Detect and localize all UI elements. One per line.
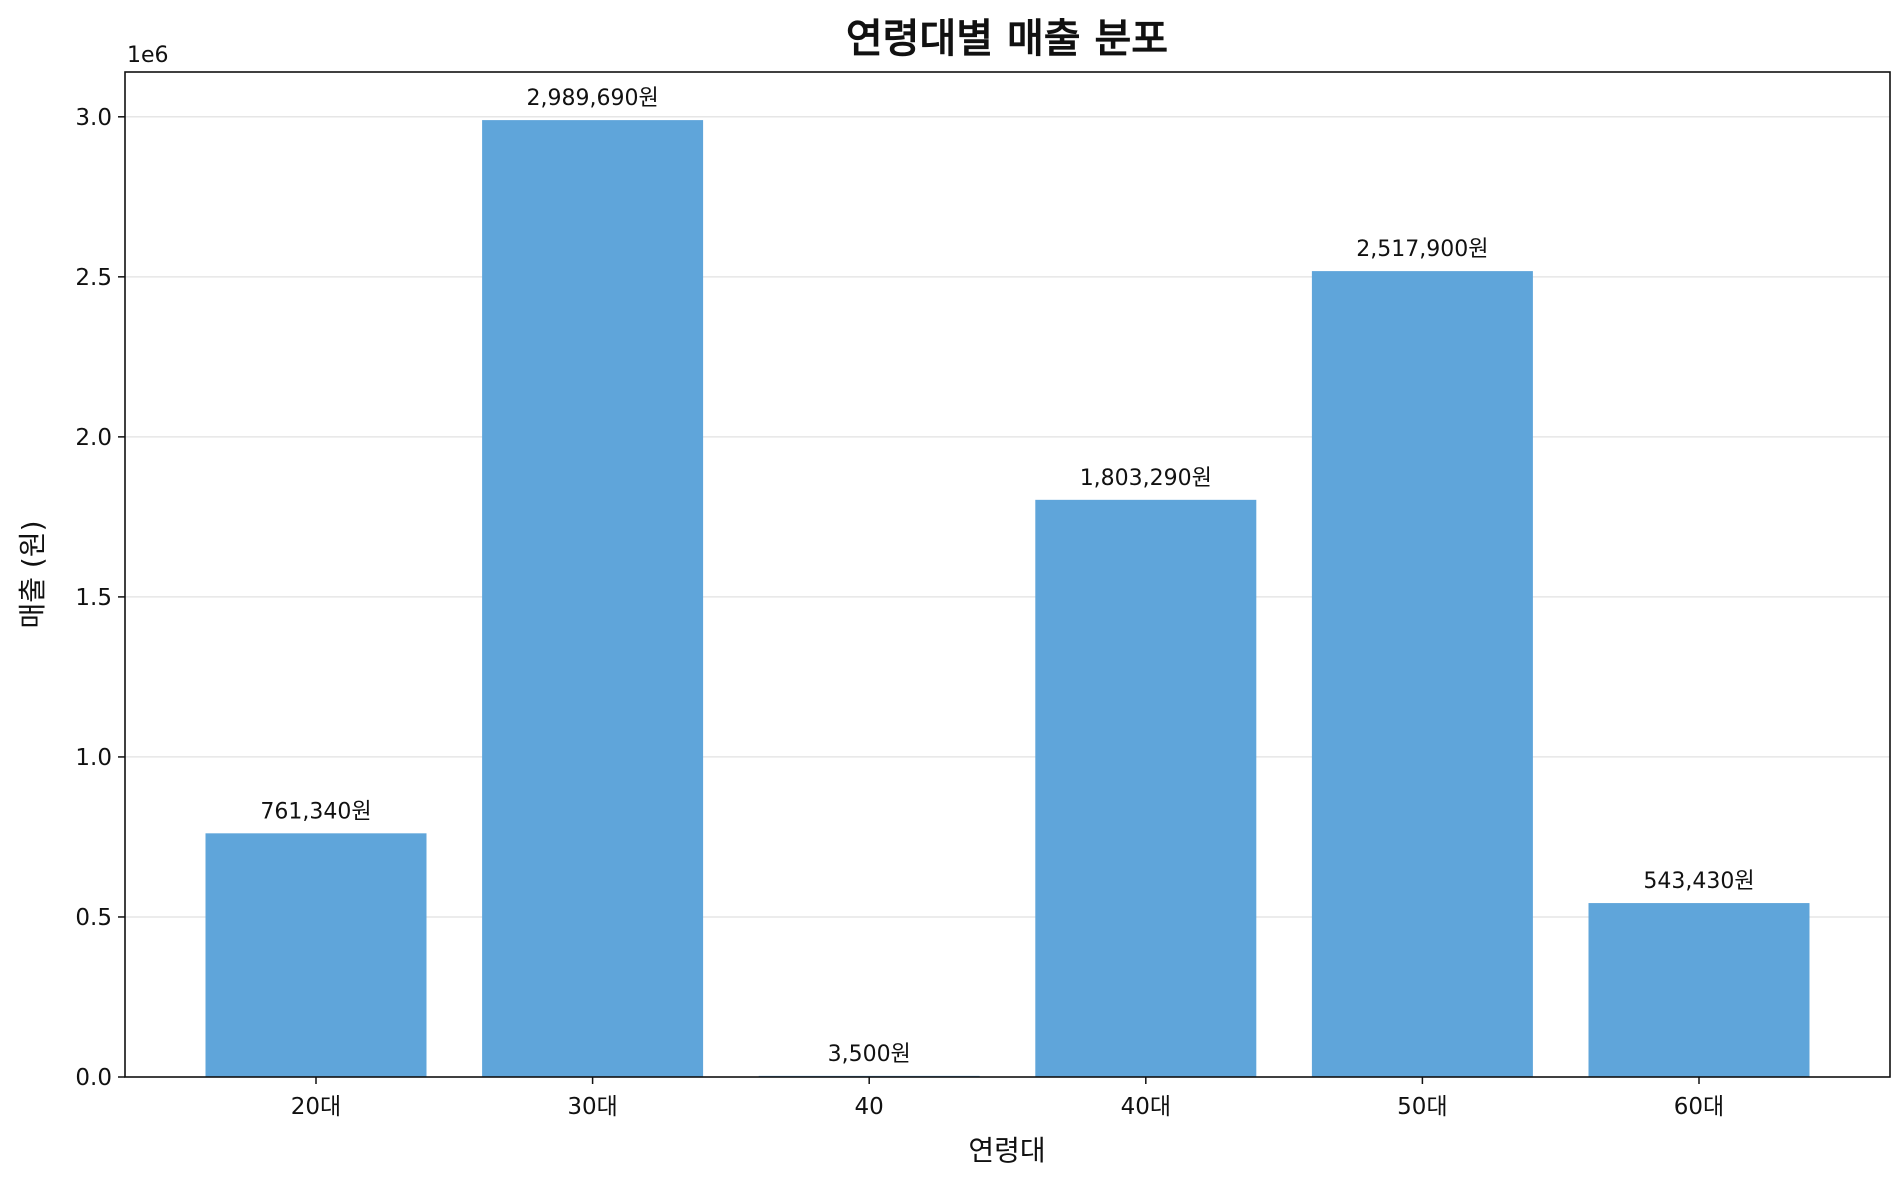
chart-title: 연령대별 매출 분포 xyxy=(846,16,1168,62)
y-tick-label: 1.5 xyxy=(75,585,112,611)
bar xyxy=(1035,499,1257,1077)
bar-value-label: 761,340원 xyxy=(260,799,371,824)
bar-value-label: 3,500원 xyxy=(828,1042,911,1067)
y-tick-label: 0.5 xyxy=(75,905,112,931)
bar-value-label: 2,517,900원 xyxy=(1356,237,1488,262)
bar xyxy=(482,120,704,1078)
data-labels: 761,340원 2,989,690원 3,500원 1,803,290원 2,517,… xyxy=(260,86,1754,1067)
y-tick-label: 0.0 xyxy=(75,1065,112,1091)
bar xyxy=(1311,271,1533,1077)
x-tick-label: 20대 xyxy=(291,1094,341,1120)
y-tick-label: 1.0 xyxy=(75,745,112,771)
x-axis-label: 연령대 xyxy=(968,1134,1045,1167)
y-axis-label: 매출 (원) xyxy=(16,520,49,628)
bar-value-label: 1,803,290원 xyxy=(1080,466,1212,491)
x-tick-label: 60대 xyxy=(1674,1094,1724,1120)
bar xyxy=(205,833,427,1077)
y-tick-label: 2.5 xyxy=(75,265,112,291)
x-tick-label: 30대 xyxy=(567,1094,617,1120)
x-tick-label: 40 xyxy=(855,1094,884,1120)
bar-value-label: 543,430원 xyxy=(1643,869,1754,894)
y-tick-label: 2.0 xyxy=(75,425,112,451)
x-tick-label: 50대 xyxy=(1397,1094,1447,1120)
x-axis-ticks: 20대 30대 40 40대 50대 60대 xyxy=(291,1077,1724,1120)
y-tick-label: 3.0 xyxy=(75,105,112,131)
y-axis-ticks: 0.0 0.5 1.0 1.5 2.0 2.5 3.0 xyxy=(75,105,125,1091)
bar xyxy=(1588,903,1810,1077)
bar-value-label: 2,989,690원 xyxy=(526,86,658,111)
x-tick-label: 40대 xyxy=(1121,1094,1171,1120)
plot-frame xyxy=(124,71,1891,1078)
y-axis-offset-label: 1e6 xyxy=(127,43,169,68)
grid-lines xyxy=(125,116,1890,918)
bar-series xyxy=(205,120,1810,1078)
